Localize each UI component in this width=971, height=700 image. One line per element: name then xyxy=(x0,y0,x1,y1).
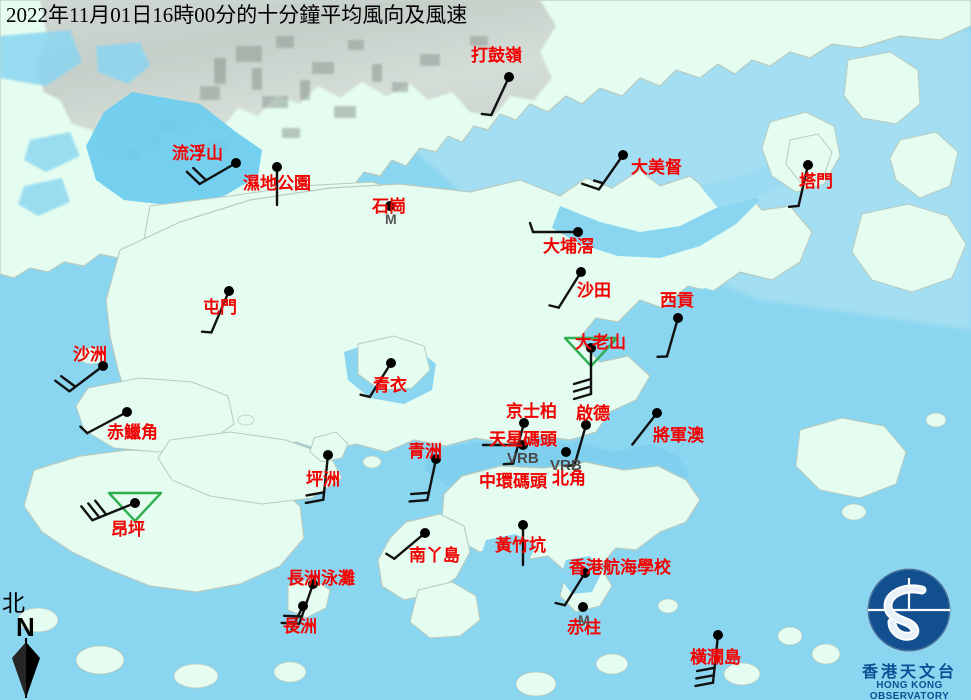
station-dot xyxy=(272,162,282,172)
compass-needle-icon xyxy=(12,638,40,698)
station-dot xyxy=(298,601,308,611)
station-name-label: 屯門 xyxy=(203,298,237,317)
station-dot xyxy=(573,227,583,237)
lamma-south-land xyxy=(409,581,481,639)
station-dot xyxy=(581,420,591,430)
deep-bay-water xyxy=(86,92,262,206)
station-dot xyxy=(803,160,813,170)
station-dot xyxy=(578,602,588,612)
station-name-label: 濕地公園 xyxy=(243,174,311,193)
station-dot xyxy=(618,150,628,160)
compass-label-english: N xyxy=(16,612,35,642)
station-name-label: 青衣 xyxy=(373,376,407,395)
station-name-label: 西貢 xyxy=(660,291,694,310)
sai-kung-water-2 xyxy=(692,356,786,418)
missing-data-label: M xyxy=(578,612,590,628)
station-name-label: 北角 xyxy=(552,469,586,488)
station-dot xyxy=(518,520,528,530)
station-dot xyxy=(561,447,571,457)
station-dot xyxy=(673,313,683,323)
station-name-label: 長洲 xyxy=(283,617,317,636)
hko-logo: 香港天文台 HONG KONG OBSERVATORY xyxy=(848,566,971,700)
station-name-label: 赤鱲角 xyxy=(107,423,158,442)
variable-wind-label: VRB xyxy=(550,457,582,474)
station-dot xyxy=(518,440,528,450)
tap-mun-island xyxy=(785,133,833,183)
compass-rose: 北 N xyxy=(2,592,58,700)
station-name-label: 大美督 xyxy=(631,158,682,177)
station-dot xyxy=(98,361,108,371)
compass-label-chinese: 北 xyxy=(2,591,25,616)
station-dot xyxy=(224,286,234,296)
station-dot xyxy=(130,498,140,508)
station-dot xyxy=(519,418,529,428)
station-name-label: 流浮山 xyxy=(172,144,223,163)
station-name-label: 沙田 xyxy=(577,281,611,300)
logo-text-chinese: 香港天文台 xyxy=(861,664,957,681)
station-dot xyxy=(431,454,441,464)
station-dot xyxy=(580,568,590,578)
station-dot xyxy=(420,528,430,538)
station-name-label: 昂坪 xyxy=(111,520,145,539)
station-dot xyxy=(231,158,241,168)
station-name-label: 沙洲 xyxy=(73,345,107,364)
station-name-label: 大埔滘 xyxy=(543,237,594,256)
station-dot xyxy=(504,72,514,82)
station-name-label: 京士柏 xyxy=(506,402,557,421)
station-name-label: 南丫島 xyxy=(409,546,460,565)
variable-wind-label: VRB xyxy=(507,450,539,467)
station-name-label: 赤柱 xyxy=(567,618,601,637)
station-name-label: 石崗 xyxy=(372,197,406,216)
station-dot xyxy=(323,450,333,460)
east-coast-land xyxy=(795,417,907,499)
station-dot xyxy=(122,407,132,417)
station-name-label: 坪洲 xyxy=(306,470,340,489)
station-name-label: 香港航海學校 xyxy=(569,558,671,577)
station-dot xyxy=(713,630,723,640)
station-name-label: 天星碼頭 xyxy=(489,430,557,449)
station-name-label: 橫瀾島 xyxy=(690,648,741,667)
station-name-label: 啟德 xyxy=(576,404,610,423)
station-name-label: 將軍澳 xyxy=(653,426,704,445)
logo-text-english: HONG KONG OBSERVATORY xyxy=(869,680,950,700)
ne-island-2 xyxy=(889,131,959,199)
station-name-label: 黃竹坑 xyxy=(495,536,546,555)
peng-chau-island-land xyxy=(309,431,349,463)
station-name-label: 長洲泳灘 xyxy=(287,569,355,588)
sai-kung-water-1 xyxy=(668,288,756,356)
mirs-bay-land-ne xyxy=(851,203,967,293)
station-dot xyxy=(308,579,318,589)
station-dot xyxy=(576,267,586,277)
station-dot xyxy=(586,343,596,353)
station-name-label: 打鼓嶺 xyxy=(471,46,522,65)
station-name-label: 大老山 xyxy=(575,333,626,352)
tolo-harbour-water xyxy=(552,190,760,258)
station-name-label: 塔門 xyxy=(799,172,833,191)
northeast-islands xyxy=(843,51,921,125)
station-name-label: 中環碼頭 xyxy=(479,472,547,491)
observatory-emblem-icon xyxy=(867,568,951,652)
station-dot xyxy=(652,408,662,418)
lantau-north-coast-land xyxy=(157,431,343,505)
station-dot xyxy=(386,358,396,368)
station-dot xyxy=(385,201,395,211)
missing-data-label: M xyxy=(385,211,397,227)
station-name-label: 青洲 xyxy=(408,442,442,461)
